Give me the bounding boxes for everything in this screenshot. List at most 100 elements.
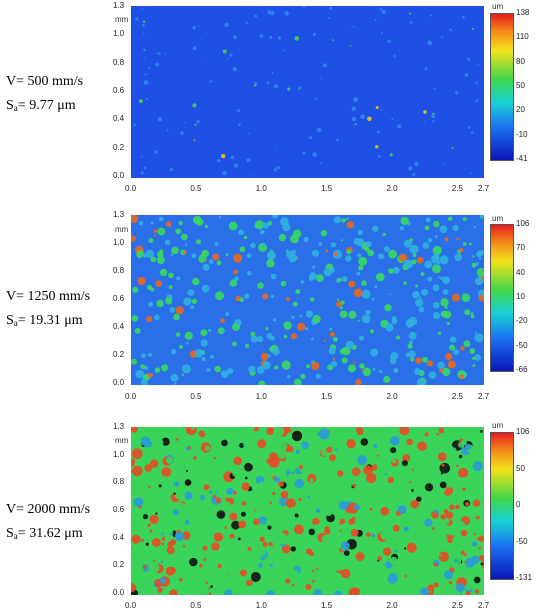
y-tick-label: 1.3	[113, 422, 125, 431]
surface-feature	[150, 563, 154, 567]
surface-feature	[369, 329, 374, 334]
surface-feature	[403, 281, 407, 285]
surface-feature	[440, 35, 443, 38]
surface-feature	[294, 378, 302, 385]
surface-feature	[297, 322, 306, 331]
surface-feature	[391, 118, 394, 121]
surface-feature	[170, 539, 177, 546]
surface-feature	[306, 364, 311, 369]
surface-feature	[412, 253, 417, 257]
surface-feature	[226, 58, 229, 60]
surface-feature	[221, 330, 225, 334]
surface-feature	[399, 427, 410, 436]
surface-feature	[134, 327, 141, 334]
surface-feature	[460, 345, 465, 351]
colorbar-unit: um	[492, 2, 504, 11]
surface-feature	[360, 438, 369, 446]
surface-feature	[213, 457, 217, 460]
surface-feature	[463, 340, 471, 348]
surface-feature	[281, 360, 291, 370]
surface-feature	[341, 239, 344, 242]
surface-feature	[371, 450, 375, 454]
surface-feature	[449, 504, 455, 510]
surface-feature	[157, 52, 161, 55]
surface-feature	[424, 67, 428, 71]
colorbar	[490, 224, 514, 372]
surface-feature	[330, 242, 337, 248]
surface-feature	[161, 467, 172, 477]
colorbar-tick-label: 40	[516, 267, 525, 277]
surface-feature	[435, 235, 438, 238]
surface-feature	[366, 532, 371, 537]
surface-feature	[144, 57, 146, 59]
surface-feature	[445, 479, 454, 488]
surface-feature	[137, 276, 146, 286]
surface-feature	[406, 542, 417, 553]
roughness-label: Sa= 19.31 μm	[6, 313, 83, 328]
surface-feature	[170, 373, 179, 382]
y-tick-label: 0.6	[113, 505, 125, 514]
colorbar	[490, 432, 514, 580]
surface-feature	[171, 246, 179, 255]
surface-feature	[156, 256, 165, 265]
surface-feature	[464, 309, 471, 316]
surface-feature	[273, 168, 277, 172]
surface-feature	[336, 570, 339, 573]
surface-feature	[342, 475, 345, 478]
surface-feature	[279, 460, 284, 466]
surface-feature	[336, 492, 340, 496]
surface-feature	[380, 531, 389, 540]
surface-feature	[325, 509, 333, 517]
colorbar-tick-label: -131	[516, 573, 533, 582]
x-tick-label: 2.7	[478, 601, 490, 610]
surface-feature	[254, 14, 258, 18]
surface-feature	[472, 431, 482, 441]
surface-feature	[386, 457, 392, 463]
surface-feature	[204, 224, 209, 229]
surface-feature	[354, 123, 357, 126]
surface-feature	[452, 535, 462, 546]
surface-feature	[245, 532, 251, 538]
surface-feature	[145, 249, 155, 258]
surface-feature	[266, 458, 272, 464]
surface-feature	[459, 477, 470, 488]
surface-feature	[421, 288, 429, 296]
surface-feature	[434, 449, 440, 455]
surface-feature	[387, 538, 398, 549]
surface-feature	[145, 377, 149, 381]
surface-feature	[175, 332, 181, 337]
surface-feature	[178, 463, 187, 473]
surface-feature	[211, 80, 213, 82]
surface-feature	[412, 290, 420, 299]
surface-feature	[408, 166, 413, 171]
surface-feature	[238, 229, 245, 236]
surface-feature	[327, 579, 331, 583]
surface-feature	[272, 516, 276, 520]
surface-feature	[181, 364, 192, 374]
surface-feature	[173, 485, 177, 488]
surface-feature	[148, 352, 152, 357]
surface-feature	[340, 526, 351, 537]
surface-feature	[160, 560, 164, 564]
surface-feature	[165, 521, 170, 525]
surface-feature	[462, 217, 467, 222]
surface-feature	[468, 507, 478, 517]
surface-feature	[352, 587, 360, 595]
surface-feature	[305, 310, 314, 318]
surface-feature	[304, 432, 309, 438]
surface-feature	[375, 106, 379, 109]
surface-feature	[153, 229, 158, 233]
surface-feature	[201, 356, 206, 362]
surface-feature	[290, 427, 293, 431]
surface-feature	[334, 252, 338, 257]
surface-feature	[298, 498, 302, 502]
surface-feature	[404, 566, 409, 570]
surface-feature	[298, 485, 309, 496]
surface-feature	[256, 366, 265, 374]
x-tick-label: 0.0	[125, 184, 137, 193]
surface-feature	[427, 238, 433, 243]
surface-feature	[432, 495, 438, 501]
surface-feature	[390, 436, 400, 446]
surface-feature	[369, 507, 373, 511]
surface-feature	[380, 506, 390, 516]
